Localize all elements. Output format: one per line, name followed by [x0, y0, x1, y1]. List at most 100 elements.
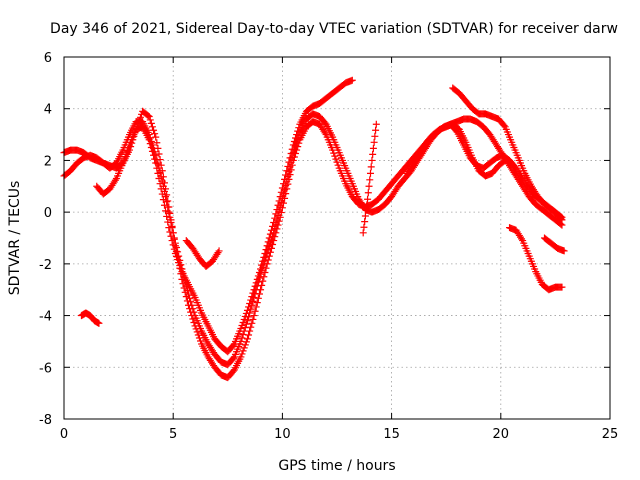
data-point [251, 282, 259, 290]
data-point [283, 167, 291, 175]
data-point [119, 159, 127, 167]
y-tick-label: -2 [39, 258, 52, 273]
y-tick-label: -8 [39, 413, 52, 428]
data-point [360, 223, 368, 231]
data-point [162, 207, 170, 215]
data-point [262, 264, 270, 272]
data-point [362, 206, 370, 214]
data-point [168, 237, 176, 245]
data-point [359, 229, 367, 237]
data-point [214, 249, 222, 257]
data-point [153, 139, 161, 147]
series-track-2 [60, 110, 566, 369]
series-track-5 [403, 120, 509, 180]
data-point [238, 350, 246, 358]
data-point [156, 180, 164, 188]
data-point [249, 315, 257, 323]
data-point [273, 206, 281, 214]
data-point [237, 325, 245, 332]
data-point [560, 247, 568, 255]
data-point [250, 312, 258, 320]
data-point [238, 321, 246, 329]
data-point [164, 218, 172, 226]
data-point [558, 283, 566, 291]
series-track-1 [60, 107, 566, 382]
data-point [500, 122, 508, 130]
data-point [170, 245, 178, 253]
x-tick-label: 0 [60, 427, 68, 442]
x-tick-label: 10 [274, 427, 291, 442]
data-point [248, 319, 256, 327]
data-point [175, 259, 183, 267]
data-point [239, 347, 247, 355]
data-point [275, 197, 283, 205]
data-point [366, 176, 374, 184]
data-point [255, 268, 263, 276]
data-point [146, 116, 154, 124]
data-point [331, 152, 339, 160]
data-point [186, 294, 194, 302]
data-point [239, 331, 247, 339]
data-point [271, 214, 279, 222]
data-points [60, 76, 568, 382]
chart-title: Day 346 of 2021, Sidereal Day-to-day VTE… [50, 21, 618, 37]
data-point [249, 289, 257, 297]
y-tick-label: 4 [44, 103, 52, 118]
y-tick-label: -4 [39, 310, 52, 325]
data-point [257, 265, 265, 273]
data-point [284, 162, 292, 170]
data-point [361, 212, 369, 220]
data-point [171, 250, 179, 258]
data-point [333, 158, 341, 166]
data-point [239, 318, 247, 326]
data-point [252, 303, 260, 311]
data-point [501, 156, 509, 164]
data-point [145, 136, 153, 144]
data-point [371, 132, 379, 140]
data-point [258, 261, 266, 269]
data-point [229, 354, 237, 362]
series-segment-e [359, 120, 380, 237]
data-point [150, 126, 158, 134]
x-axis-title: GPS time / hours [278, 458, 395, 474]
data-point [286, 154, 294, 162]
data-point [145, 112, 153, 120]
data-point [254, 294, 262, 302]
data-point [556, 214, 564, 222]
data-point [285, 158, 293, 166]
data-point [251, 307, 259, 315]
data-point [365, 182, 373, 190]
series-segment-b [182, 237, 223, 270]
x-tick-label: 15 [383, 427, 400, 442]
data-point [368, 156, 376, 164]
data-point [243, 306, 251, 314]
data-point [250, 286, 258, 294]
data-point [242, 309, 250, 317]
data-point [245, 303, 253, 311]
data-point [242, 320, 250, 328]
data-point [267, 226, 275, 234]
data-point [164, 197, 172, 205]
data-point [261, 250, 269, 258]
data-point [146, 140, 154, 148]
data-point [289, 141, 297, 149]
data-point [120, 156, 128, 164]
data-point [293, 131, 301, 139]
data-point [197, 337, 204, 345]
data-point [348, 76, 356, 84]
data-point [366, 169, 374, 177]
data-point [240, 344, 248, 352]
data-point [264, 238, 272, 246]
data-point [260, 253, 268, 261]
series-track-4 [449, 84, 566, 224]
data-point [190, 318, 198, 326]
data-point [241, 312, 249, 320]
x-tick-label: 5 [169, 427, 177, 442]
data-point [154, 169, 162, 177]
data-point [363, 201, 371, 209]
data-point [111, 176, 119, 184]
data-point [160, 201, 168, 209]
series-segment-d [540, 234, 568, 255]
data-point [279, 180, 287, 188]
